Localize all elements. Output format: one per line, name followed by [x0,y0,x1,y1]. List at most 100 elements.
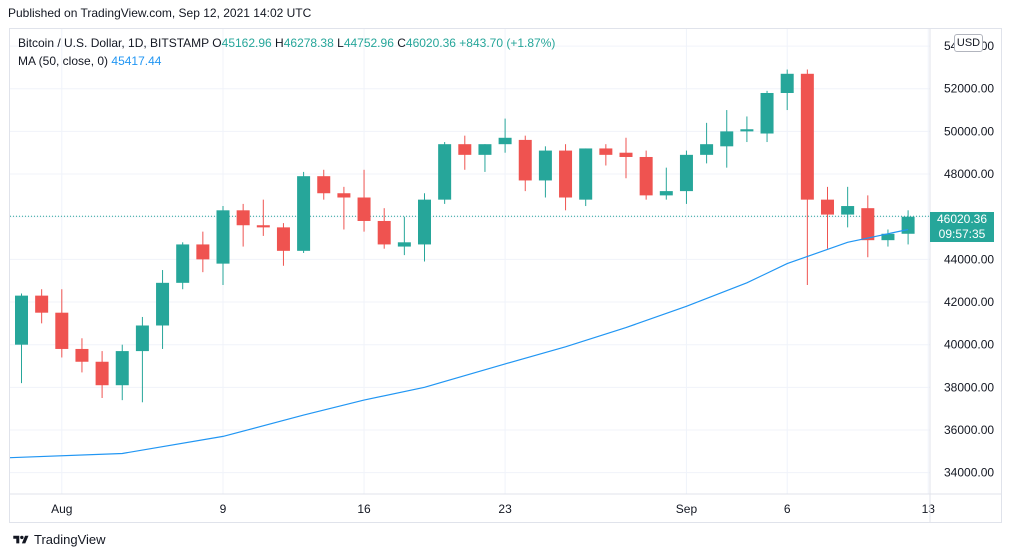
candle-body [418,199,431,245]
candle-body [740,129,754,132]
candle [276,223,290,266]
candle [397,216,411,256]
candle [760,90,774,143]
candle [861,195,875,258]
candle [15,293,28,384]
candle [156,270,170,349]
y-tick-label: 50000.00 [944,124,994,138]
candle-body [619,152,633,157]
x-tick-label: 16 [357,502,371,516]
candle [498,118,512,153]
candle-body [438,144,452,200]
candle [418,193,431,262]
candle [679,150,693,204]
candle-body [357,197,371,221]
ma-line [9,228,909,459]
candle [579,148,593,207]
candle [95,351,109,399]
candle-body [700,144,714,155]
x-tick-label: 13 [922,502,936,516]
last-price-value: 46020.36 [936,212,988,226]
legend-open-value: 45162.96 [221,36,272,50]
candles-layer [15,69,915,403]
candle [438,142,452,204]
x-tick-label: Aug [51,502,72,516]
candle [659,167,673,200]
candle-body [720,131,734,147]
candle [377,208,391,249]
legend-ma-value: 45417.44 [111,54,162,68]
legend-low-label: L [337,36,344,50]
candle [317,169,331,200]
candle [901,210,915,245]
candle-body [95,361,109,386]
legend-change: +843.70 (+1.87%) [459,36,556,50]
chart-legend: Bitcoin / U.S. Dollar, 1D, BITSTAMP O451… [18,34,555,70]
candle-body [679,154,693,192]
candle [518,135,532,192]
legend-symbol: Bitcoin / U.S. Dollar, 1D, BITSTAMP [18,36,209,50]
candle-body [599,148,613,155]
candle [357,169,371,232]
candle [700,122,714,164]
candle-body [35,295,49,313]
candle [135,316,149,403]
candle [55,289,69,358]
chart-frame[interactable] [9,28,1002,523]
legend-high-value: 46278.38 [283,36,334,50]
y-tick-label: 48000.00 [944,167,994,181]
candle [639,150,653,200]
candle-body [901,216,915,234]
candle [176,242,190,290]
candle-body [841,206,855,215]
legend-close-label: C [397,36,406,50]
candle [458,135,472,170]
candle [75,338,89,373]
candle-body [55,312,69,349]
footer-brand-name: TradingView [34,532,106,547]
candle [196,231,210,273]
candle-body [579,148,593,200]
candle [115,344,129,401]
candle-body [559,150,573,198]
candle-body [800,73,814,200]
chart-grid [10,29,930,494]
candle [821,186,834,249]
footer-branding[interactable]: TradingView [12,532,106,547]
candle-body [337,193,351,198]
candle [256,199,270,236]
candle [619,137,633,179]
candle-body [317,176,331,194]
legend-ohlc-row: Bitcoin / U.S. Dollar, 1D, BITSTAMP O451… [18,34,555,52]
x-tick-label: 23 [498,502,512,516]
bar-countdown: 09:57:35 [938,227,986,241]
candle-body [135,325,149,352]
candle-body [478,144,492,155]
y-tick-label: 36000.00 [944,423,994,437]
last-price-tag: 46020.36 09:57:35 [930,212,994,242]
candle-body [639,156,653,196]
candle-body [518,139,532,181]
legend-close-value: 46020.36 [405,36,456,50]
y-tick-label: 44000.00 [944,252,994,266]
y-tick-label: 52000.00 [944,82,994,96]
tradingview-logo-icon [13,535,29,543]
candle-body [15,295,28,345]
candle-body [498,137,512,145]
candle-body [821,199,834,215]
candle [216,206,230,285]
legend-high-label: H [275,36,284,50]
candle-body [256,225,270,228]
candle-body [236,210,250,226]
y-tick-label: 42000.00 [944,295,994,309]
x-tick-label: Sep [676,502,698,516]
candle [720,110,734,168]
candle-body [156,282,170,326]
candle-body [397,242,411,247]
candle-body [115,351,129,386]
currency-button[interactable]: USD [954,34,983,52]
candle [841,186,855,228]
candle [881,229,895,247]
candle-body [780,73,794,93]
